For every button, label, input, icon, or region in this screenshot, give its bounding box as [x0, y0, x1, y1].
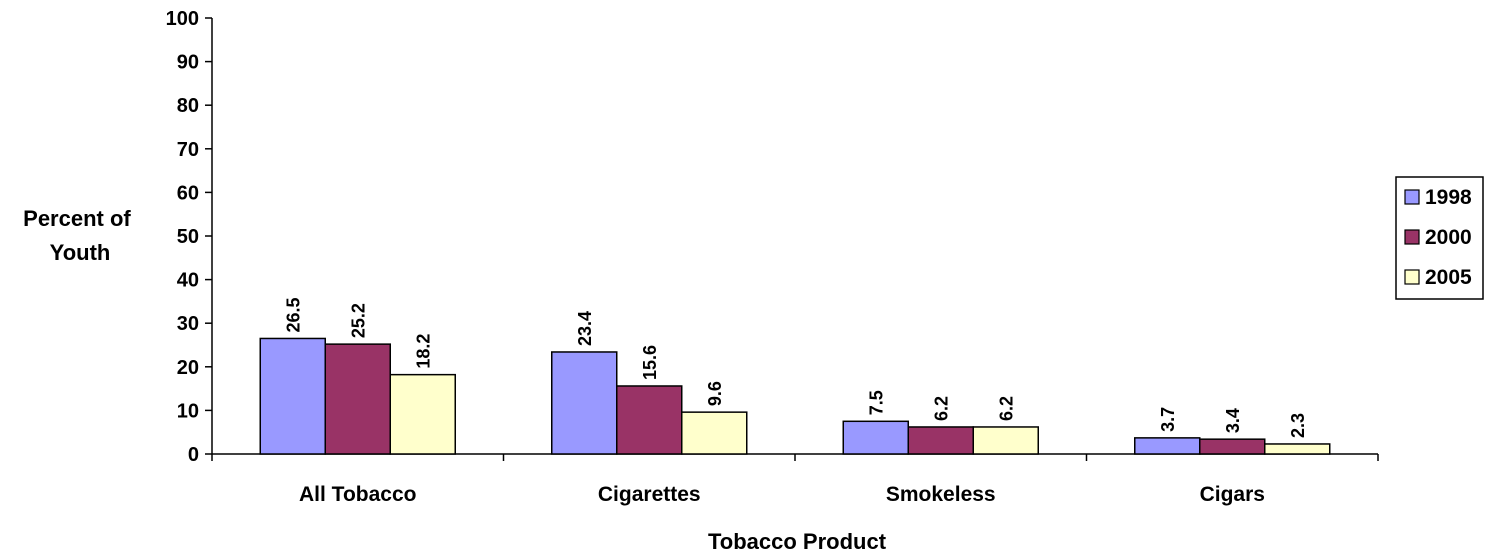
y-tick-label: 50 [177, 226, 199, 248]
y-tick-label: 70 [177, 139, 199, 161]
y-tick-label: 90 [177, 52, 199, 74]
legend-label: 2000 [1425, 226, 1472, 249]
x-tick-label: Smokeless [886, 483, 996, 506]
y-tick-label: 20 [177, 357, 199, 379]
bars [259, 337, 1331, 455]
data-label: 7.5 [867, 390, 887, 415]
data-label: 18.2 [414, 334, 434, 369]
bar-2000 [324, 343, 391, 455]
y-tick-label: 10 [177, 400, 199, 422]
data-label: 2.3 [1288, 413, 1308, 438]
data-label: 15.6 [640, 345, 660, 380]
bar-1998 [259, 337, 326, 455]
x-tick-label: Cigars [1200, 483, 1265, 506]
data-label: 25.2 [349, 303, 369, 338]
bar-2000 [1199, 438, 1266, 455]
legend-label: 2005 [1425, 266, 1472, 289]
y-tick-label: 60 [177, 182, 199, 204]
bar-2000 [616, 385, 683, 455]
y-axis: 0 10 20 30 40 50 60 70 80 90 100 [166, 8, 213, 466]
y-axis-title-line-1: Percent of [23, 206, 131, 231]
x-axis-title: Tobacco Product [708, 529, 887, 554]
bar-2005 [681, 411, 748, 455]
data-label: 6.2 [932, 396, 952, 421]
y-tick-label: 30 [177, 313, 199, 335]
y-tick-label: 100 [166, 8, 199, 30]
data-label: 26.5 [284, 297, 304, 332]
bar-2005 [1264, 443, 1331, 455]
y-tick-label: 0 [188, 444, 199, 466]
data-label: 6.2 [997, 396, 1017, 421]
y-tick-label: 40 [177, 270, 199, 292]
y-tick-label: 80 [177, 95, 199, 117]
x-tick-label: All Tobacco [299, 483, 416, 506]
bar-1998 [551, 351, 618, 455]
data-labels: 26.5 25.2 18.2 23.4 15.6 9.6 7.5 6.2 6.2 3.7 3.4 2.… [284, 297, 1309, 438]
legend: 1998 2000 2005 [1395, 176, 1484, 300]
bar-1998 [842, 420, 909, 455]
data-label: 3.4 [1223, 408, 1243, 433]
data-label: 23.4 [575, 311, 595, 346]
legend-swatch-1998 [1404, 189, 1420, 205]
data-label: 3.7 [1158, 407, 1178, 432]
bar-2000 [907, 426, 974, 455]
x-tick-label: Cigarettes [598, 483, 701, 506]
data-label: 9.6 [705, 381, 725, 406]
y-axis-title-line-2: Youth [50, 240, 111, 265]
legend-label: 1998 [1425, 186, 1472, 209]
bar-2005 [972, 426, 1039, 455]
legend-swatch-2005 [1404, 269, 1420, 285]
y-axis-title: Percent of Youth [23, 206, 137, 265]
legend-swatch-2000 [1404, 229, 1420, 245]
bar-1998 [1134, 437, 1201, 455]
bar-2005 [389, 373, 456, 455]
x-axis: All Tobacco Cigarettes Smokeless Cigars [211, 453, 1379, 506]
